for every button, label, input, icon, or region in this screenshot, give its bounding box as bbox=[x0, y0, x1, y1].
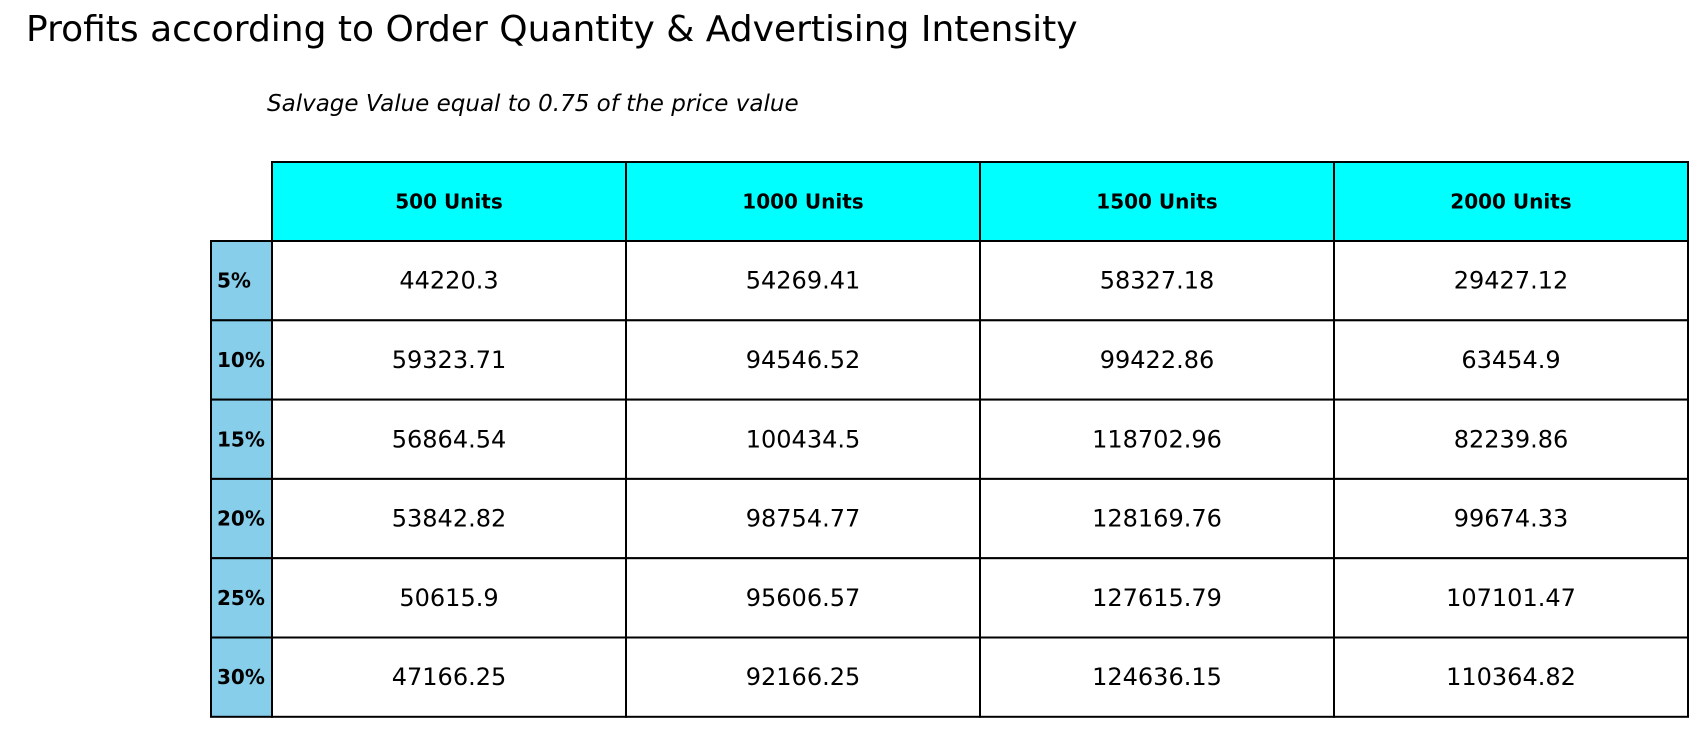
column-header-label: 2000 Units bbox=[1450, 190, 1571, 214]
table-cell-value: 54269.41 bbox=[746, 267, 861, 295]
row-header-cell bbox=[210, 240, 273, 322]
table-cell bbox=[979, 557, 1335, 639]
table-cell-value: 99422.86 bbox=[1100, 346, 1215, 374]
table-cell bbox=[979, 319, 1335, 401]
table-cell bbox=[271, 240, 627, 322]
table-cell bbox=[625, 319, 981, 401]
table-cell bbox=[979, 477, 1335, 560]
row-header-label: 10% bbox=[217, 348, 265, 372]
row-header-label: 20% bbox=[217, 507, 265, 531]
column-header-label: 1500 Units bbox=[1096, 190, 1217, 214]
table-cell bbox=[271, 636, 627, 718]
table-cell bbox=[625, 240, 981, 322]
table-cell-value: 47166.25 bbox=[392, 663, 507, 691]
table-cell-value: 107101.47 bbox=[1446, 584, 1576, 612]
table-cell bbox=[979, 636, 1335, 718]
table-cell-value: 110364.82 bbox=[1446, 663, 1576, 691]
table-cell-value: 98754.77 bbox=[746, 505, 861, 533]
row-header-cell bbox=[210, 636, 273, 718]
row-header-label: 25% bbox=[217, 586, 265, 610]
table-cell-value: 118702.96 bbox=[1092, 425, 1222, 453]
table-cell bbox=[979, 240, 1335, 322]
chart-title: Profits according to Order Quantity & Ad… bbox=[26, 9, 1078, 50]
table-cell-value: 44220.3 bbox=[399, 267, 498, 295]
table-cell bbox=[1333, 319, 1689, 401]
column-header-cell bbox=[1333, 161, 1689, 242]
table-cell-value: 63454.9 bbox=[1461, 346, 1560, 374]
table-cell bbox=[625, 636, 981, 718]
table-cell-value: 82239.86 bbox=[1454, 425, 1569, 453]
table-cell-value: 59323.71 bbox=[392, 346, 507, 374]
table-cell bbox=[625, 557, 981, 639]
table-cell-value: 50615.9 bbox=[399, 584, 498, 612]
table-cell bbox=[625, 398, 981, 480]
table-cell bbox=[979, 398, 1335, 480]
table-cell bbox=[1333, 398, 1689, 480]
table-cell-value: 99674.33 bbox=[1454, 505, 1569, 533]
table-cell-value: 94546.52 bbox=[746, 346, 861, 374]
table-cell bbox=[1333, 636, 1689, 718]
column-header-label: 500 Units bbox=[395, 190, 503, 214]
table-cell-value: 124636.15 bbox=[1092, 663, 1222, 691]
table-cell-value: 58327.18 bbox=[1100, 267, 1215, 295]
row-header-cell bbox=[210, 319, 273, 401]
table-cell-value: 100434.5 bbox=[746, 425, 861, 453]
row-header-label: 15% bbox=[217, 427, 265, 451]
table-cell bbox=[271, 557, 627, 639]
table-cell-value: 128169.76 bbox=[1092, 505, 1222, 533]
table-cell-value: 29427.12 bbox=[1454, 267, 1569, 295]
table-cell-value: 53842.82 bbox=[392, 505, 507, 533]
table-cell bbox=[271, 319, 627, 401]
table-cell-value: 95606.57 bbox=[746, 584, 861, 612]
table-cell-value: 56864.54 bbox=[392, 425, 507, 453]
table-cell bbox=[1333, 477, 1689, 560]
row-header-label: 5% bbox=[217, 269, 251, 293]
chart-subtitle: Salvage Value equal to 0.75 of the price… bbox=[267, 91, 799, 117]
table-cell-value: 92166.25 bbox=[746, 663, 861, 691]
column-header-label: 1000 Units bbox=[742, 190, 863, 214]
table-cell bbox=[271, 477, 627, 560]
row-header-label: 30% bbox=[217, 665, 265, 689]
table-cell-value: 127615.79 bbox=[1092, 584, 1222, 612]
